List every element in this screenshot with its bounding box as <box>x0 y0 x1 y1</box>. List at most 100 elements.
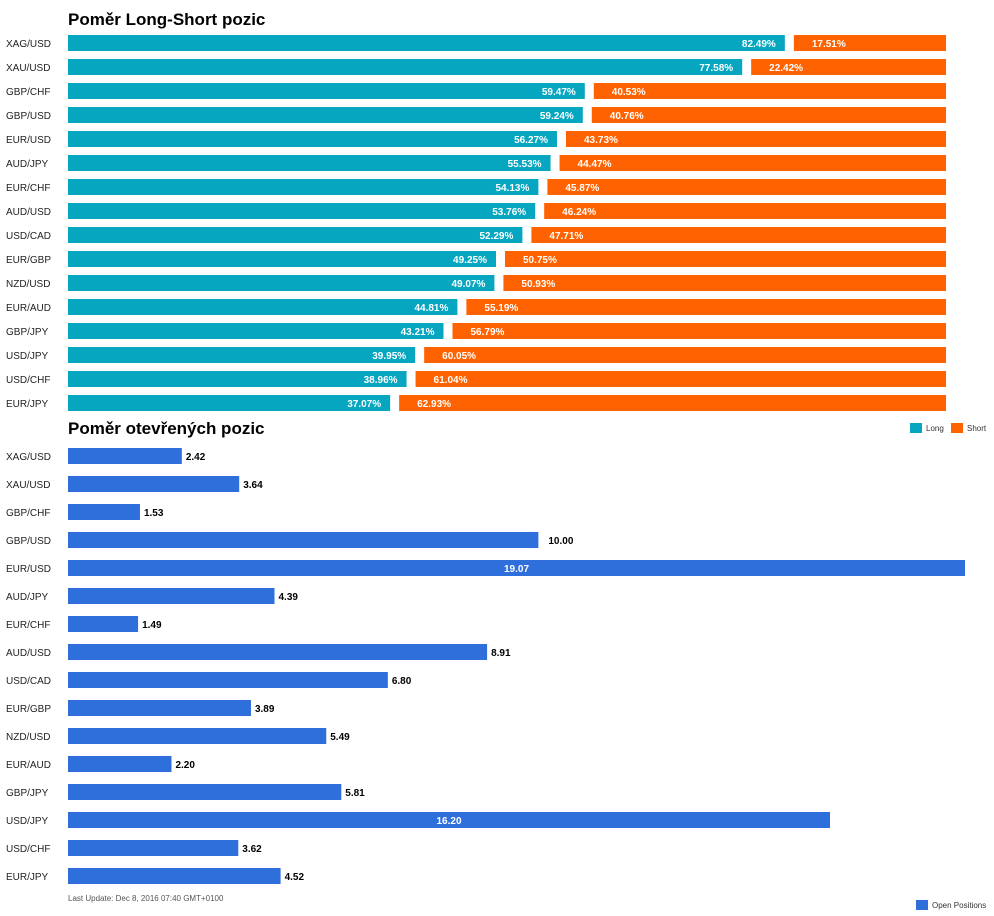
op-category-label: EUR/CHF <box>6 620 50 631</box>
op-category-label: USD/JPY <box>6 816 49 827</box>
open-positions-value-label: 10.00 <box>548 536 573 547</box>
short-value-label: 45.87% <box>565 183 599 194</box>
short-bar-gbp-chf <box>593 83 946 99</box>
op-category-label: GBP/JPY <box>6 788 49 799</box>
short-bar-aud-usd <box>544 203 946 219</box>
short-bar-usd-cad <box>531 227 946 243</box>
short-value-label: 40.76% <box>610 111 644 122</box>
long-bar-eur-chf <box>68 179 539 195</box>
open-positions-value-label: 16.20 <box>436 816 461 827</box>
open-positions-bar-gbp-jpy <box>68 784 342 800</box>
ls-category-label: EUR/USD <box>6 135 51 146</box>
short-bar-xau-usd <box>751 59 946 75</box>
op-category-label: XAU/USD <box>6 480 50 491</box>
open-positions-chart: XAG/USD 2.42 XAU/USD 3.64 GBP/CHF 1.53 GBP/USD… <box>6 448 965 884</box>
long-bar-nzd-usd <box>68 275 495 291</box>
legend-swatch-open-positions <box>916 900 928 910</box>
short-bar-gbp-jpy <box>452 323 946 339</box>
long-value-label: 59.47% <box>542 87 576 98</box>
long-value-label: 37.07% <box>347 399 381 410</box>
short-value-label: 56.79% <box>470 327 504 338</box>
short-value-label: 43.73% <box>584 135 618 146</box>
open-positions-value-label: 5.81 <box>345 788 365 799</box>
open-positions-title: Poměr otevřených pozic <box>68 419 265 438</box>
short-bar-eur-usd <box>565 131 946 147</box>
ls-category-label: EUR/CHF <box>6 183 50 194</box>
open-positions-legend: Open Positions <box>916 900 986 910</box>
long-bar-eur-gbp <box>68 251 496 267</box>
op-category-label: USD/CHF <box>6 844 50 855</box>
op-category-label: NZD/USD <box>6 732 50 743</box>
ls-category-label: USD/CAD <box>6 231 51 242</box>
op-category-label: AUD/JPY <box>6 592 49 603</box>
long-short-legend: Long Short <box>910 423 987 433</box>
open-positions-value-label: 1.49 <box>142 620 162 631</box>
long-value-label: 38.96% <box>364 375 398 386</box>
long-value-label: 53.76% <box>492 207 526 218</box>
long-value-label: 59.24% <box>540 111 574 122</box>
open-positions-bar-usd-cad <box>68 672 388 688</box>
open-positions-value-label: 4.52 <box>285 872 305 883</box>
ls-category-label: EUR/AUD <box>6 303 51 314</box>
short-value-label: 22.42% <box>769 63 803 74</box>
op-category-label: GBP/CHF <box>6 508 50 519</box>
short-value-label: 46.24% <box>562 207 596 218</box>
short-bar-usd-chf <box>415 371 947 387</box>
long-bar-gbp-usd <box>68 107 583 123</box>
open-positions-value-label: 6.80 <box>392 676 412 687</box>
open-positions-value-label: 3.89 <box>255 704 275 715</box>
op-category-label: GBP/USD <box>6 536 51 547</box>
long-value-label: 52.29% <box>479 231 513 242</box>
open-positions-value-label: 5.49 <box>330 732 350 743</box>
short-bar-eur-aud <box>466 299 946 315</box>
long-bar-eur-jpy <box>68 395 391 411</box>
short-bar-eur-chf <box>547 179 946 195</box>
long-value-label: 82.49% <box>742 39 776 50</box>
open-positions-bar-nzd-usd <box>68 728 327 744</box>
long-value-label: 77.58% <box>699 63 733 74</box>
legend-label-long: Long <box>926 424 944 433</box>
ls-category-label: XAU/USD <box>6 63 50 74</box>
short-bar-eur-gbp <box>504 251 946 267</box>
long-bar-usd-chf <box>68 371 407 387</box>
long-bar-xau-usd <box>68 59 743 75</box>
open-positions-bar-eur-usd <box>68 560 965 576</box>
ls-category-label: AUD/JPY <box>6 159 49 170</box>
short-value-label: 55.19% <box>484 303 518 314</box>
open-positions-bar-usd-jpy <box>68 812 831 828</box>
long-bar-eur-usd <box>68 131 557 147</box>
legend-swatch-long <box>910 423 922 433</box>
open-positions-bar-eur-chf <box>68 616 139 632</box>
op-category-label: AUD/USD <box>6 648 51 659</box>
long-value-label: 49.07% <box>451 279 485 290</box>
long-value-label: 54.13% <box>495 183 529 194</box>
short-bar-aud-jpy <box>559 155 946 171</box>
ls-category-label: GBP/CHF <box>6 87 50 98</box>
long-bar-usd-cad <box>68 227 523 243</box>
op-category-label: EUR/JPY <box>6 872 49 883</box>
short-value-label: 17.51% <box>812 39 846 50</box>
open-positions-value-label: 8.91 <box>491 648 511 659</box>
legend-label-open-positions: Open Positions <box>932 901 986 910</box>
short-value-label: 60.05% <box>442 351 476 362</box>
long-bar-aud-usd <box>68 203 536 219</box>
short-value-label: 61.04% <box>434 375 468 386</box>
open-positions-value-label: 3.62 <box>242 844 262 855</box>
short-value-label: 50.75% <box>523 255 557 266</box>
open-positions-value-label: 2.20 <box>175 760 195 771</box>
ls-category-label: USD/CHF <box>6 375 50 386</box>
ls-category-label: USD/JPY <box>6 351 49 362</box>
long-value-label: 55.53% <box>508 159 542 170</box>
ls-category-label: EUR/JPY <box>6 399 49 410</box>
open-positions-value-label: 4.39 <box>278 592 298 603</box>
short-bar-xag-usd <box>793 35 946 51</box>
long-value-label: 39.95% <box>372 351 406 362</box>
open-positions-bar-eur-gbp <box>68 700 251 716</box>
long-bar-xag-usd <box>68 35 785 51</box>
ls-category-label: NZD/USD <box>6 279 50 290</box>
last-update-text: Last Update: Dec 8, 2016 07:40 GMT+0100 <box>68 894 224 903</box>
short-bar-nzd-usd <box>503 275 946 291</box>
long-value-label: 44.81% <box>414 303 448 314</box>
long-bar-eur-aud <box>68 299 458 315</box>
open-positions-bar-eur-aud <box>68 756 172 772</box>
